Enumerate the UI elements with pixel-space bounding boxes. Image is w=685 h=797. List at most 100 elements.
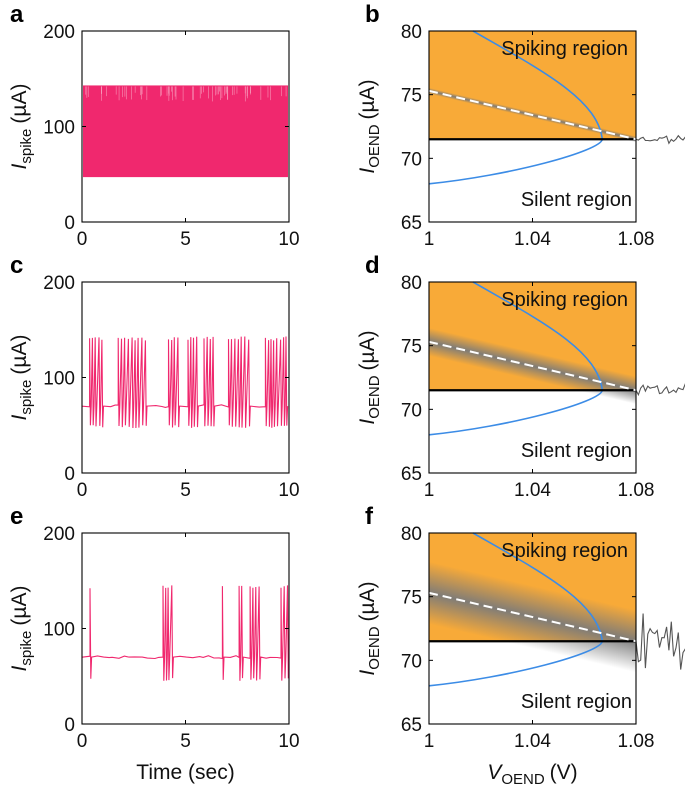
- y-axis-label-symbol: I: [8, 665, 31, 671]
- x-tick-label: 0: [77, 480, 88, 501]
- spike-band: [83, 85, 288, 178]
- spiking-region-label: Spiking region: [501, 38, 628, 60]
- y-tick-label: 100: [43, 620, 75, 641]
- y-tick-label: 75: [401, 337, 422, 358]
- panel-letter: f: [365, 503, 374, 530]
- bifurcation-curve-upper: [472, 30, 604, 140]
- x-axis-label: VOEND (V): [487, 761, 577, 788]
- spiking-region-label: Spiking region: [501, 540, 628, 562]
- x-tick-label: 1.08: [618, 480, 655, 501]
- y-axis-label-subscript: spike: [18, 380, 35, 415]
- x-tick-label: 10: [278, 480, 299, 501]
- y-tick-label: 0: [64, 464, 75, 485]
- y-tick-label: 80: [401, 524, 422, 545]
- x-axis-label-symbol: V: [487, 761, 503, 784]
- x-tick-label: 5: [180, 229, 191, 250]
- bifurcation-curve-lower: [428, 138, 604, 185]
- y-tick-label: 200: [43, 273, 75, 294]
- x-axis-label: Time (sec): [136, 761, 234, 784]
- y-axis-label-unit: (µA): [356, 581, 379, 621]
- panel-letter: c: [10, 252, 23, 279]
- silent-region-label: Silent region: [521, 691, 632, 713]
- bifurcation-curve-upper: [472, 281, 604, 391]
- y-axis-label-symbol: I: [8, 414, 31, 420]
- y-tick-label: 70: [401, 651, 422, 672]
- x-tick-label: 10: [278, 731, 299, 752]
- x-tick-label: 1.08: [618, 731, 655, 752]
- x-axis-label-unit: (V): [550, 761, 578, 784]
- x-tick-label: 5: [180, 480, 191, 501]
- panel-letter: a: [10, 1, 24, 28]
- x-tick-label: 1.04: [514, 229, 551, 250]
- y-axis-label: IOEND (µA): [356, 330, 383, 424]
- y-axis-label-symbol: I: [356, 168, 379, 174]
- dashed-fit-line: [428, 89, 637, 141]
- y-tick-label: 80: [401, 273, 422, 294]
- y-axis-label: Ispike (µA): [8, 84, 35, 170]
- y-axis-label: Ispike (µA): [8, 586, 35, 672]
- x-tick-label: 1: [424, 229, 435, 250]
- panel-letter: b: [365, 1, 380, 28]
- y-axis-label-unit: (µA): [8, 586, 31, 626]
- spike-trace-group: [82, 585, 289, 681]
- y-axis-label-symbol: I: [8, 163, 31, 169]
- spiking-region-fill: [429, 31, 636, 140]
- y-axis-label-subscript: OEND: [366, 626, 383, 670]
- spike-trace: [82, 336, 289, 429]
- spike-trace-group: [83, 85, 288, 178]
- x-axis-label-subscript: OEND: [501, 771, 545, 788]
- panel-letter: e: [10, 503, 23, 530]
- panel-f: f Spiking region Silent region 1 1.04 1.08 65 7…: [356, 503, 685, 788]
- y-axis-label-unit: (µA): [356, 79, 379, 119]
- y-tick-label: 65: [401, 464, 422, 485]
- y-tick-label: 70: [401, 149, 422, 170]
- y-axis-label-subscript: OEND: [366, 375, 383, 419]
- noise-trace: [635, 613, 685, 670]
- y-tick-label: 80: [401, 22, 422, 43]
- y-tick-label: 200: [43, 22, 75, 43]
- x-tick-label: 10: [278, 229, 299, 250]
- y-tick-label: 0: [64, 213, 75, 234]
- spiking-region-label: Spiking region: [501, 289, 628, 311]
- y-axis-label: IOEND (µA): [356, 79, 383, 173]
- x-tick-label: 0: [77, 229, 88, 250]
- y-tick-label: 0: [64, 715, 75, 736]
- panel-letter: d: [365, 252, 380, 279]
- axes-frame: [81, 281, 290, 474]
- x-tick-label: 1.04: [514, 480, 551, 501]
- y-axis-label-subscript: spike: [18, 129, 35, 164]
- x-tick-label: 1: [424, 480, 435, 501]
- y-axis-label-unit: (µA): [8, 84, 31, 124]
- y-tick-label: 65: [401, 715, 422, 736]
- x-tick-label: 1: [424, 731, 435, 752]
- noise-trace: [635, 134, 685, 145]
- x-tick-label: 1.04: [514, 731, 551, 752]
- spike-trace: [82, 585, 289, 681]
- y-tick-label: 75: [401, 588, 422, 609]
- y-axis-label: Ispike (µA): [8, 335, 35, 421]
- y-axis-label-subscript: spike: [18, 631, 35, 666]
- y-axis-label: IOEND (µA): [356, 581, 383, 675]
- dashed-fit-line: [428, 591, 637, 643]
- panel-d: d Spiking region Silent region 1 1.04 1.08 65 7…: [356, 252, 685, 501]
- bifurcation-curve-lower: [428, 389, 604, 436]
- x-tick-label: 1.08: [618, 229, 655, 250]
- y-tick-label: 70: [401, 400, 422, 421]
- y-axis-label-symbol: I: [356, 419, 379, 425]
- x-tick-label: 5: [180, 731, 191, 752]
- spike-trace-group: [82, 336, 289, 429]
- y-tick-label: 75: [401, 86, 422, 107]
- y-axis-label-symbol: I: [356, 670, 379, 676]
- y-tick-label: 65: [401, 213, 422, 234]
- silent-region-label: Silent region: [521, 440, 632, 462]
- bifurcation-curve-upper: [472, 532, 604, 642]
- y-tick-label: 100: [43, 369, 75, 390]
- y-tick-label: 200: [43, 524, 75, 545]
- y-axis-label-unit: (µA): [356, 330, 379, 370]
- panel-b: b Spiking region Silent region 1 1.04 1.08 65 7…: [356, 1, 685, 250]
- silent-region-label: Silent region: [521, 189, 632, 211]
- x-tick-label: 0: [77, 731, 88, 752]
